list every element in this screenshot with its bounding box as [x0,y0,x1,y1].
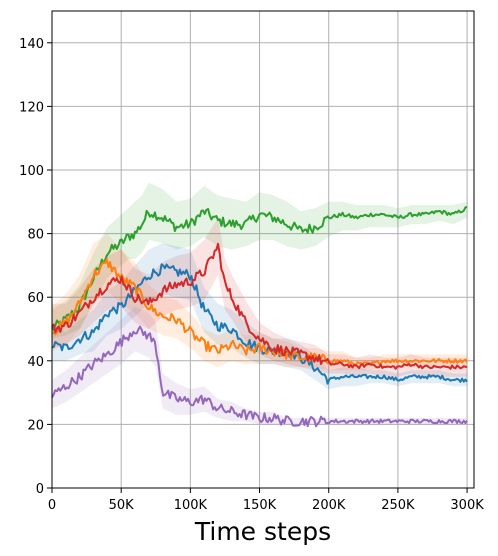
x-axis-title: Time steps [194,517,331,546]
x-tick-label: 0 [48,498,56,513]
y-tick-label: 20 [27,418,44,433]
x-tick-label: 150K [243,498,277,513]
y-tick-label: 0 [36,482,44,497]
y-tick-label: 100 [19,164,44,179]
series-0-band [52,182,468,339]
series-0-line [51,206,468,331]
y-tick-label: 140 [19,37,44,52]
y-tick-label: 80 [27,228,44,243]
series-4-line [51,325,468,428]
x-tick-label: 100K [174,498,208,513]
series-lines [51,206,468,428]
y-tick-label: 40 [27,355,44,370]
series-2-line [51,258,468,367]
x-tick-label: 200K [312,498,346,513]
x-tick-label: 300K [450,498,484,513]
series-4-band [52,306,468,425]
x-tick-label: 50K [109,498,135,513]
series-3-line [51,242,468,370]
y-tick-label: 60 [27,291,44,306]
plot-frame [51,10,475,489]
plot-background [52,11,474,488]
x-axis-ticks: 0 50K 100K 150K 200K 250K 300K [48,488,484,513]
x-tick-label: 250K [381,498,415,513]
y-axis-ticks: 0 20 40 60 80 100 120 140 [19,37,52,497]
series-1-band [52,243,468,390]
y-tick-label: 120 [19,100,44,115]
